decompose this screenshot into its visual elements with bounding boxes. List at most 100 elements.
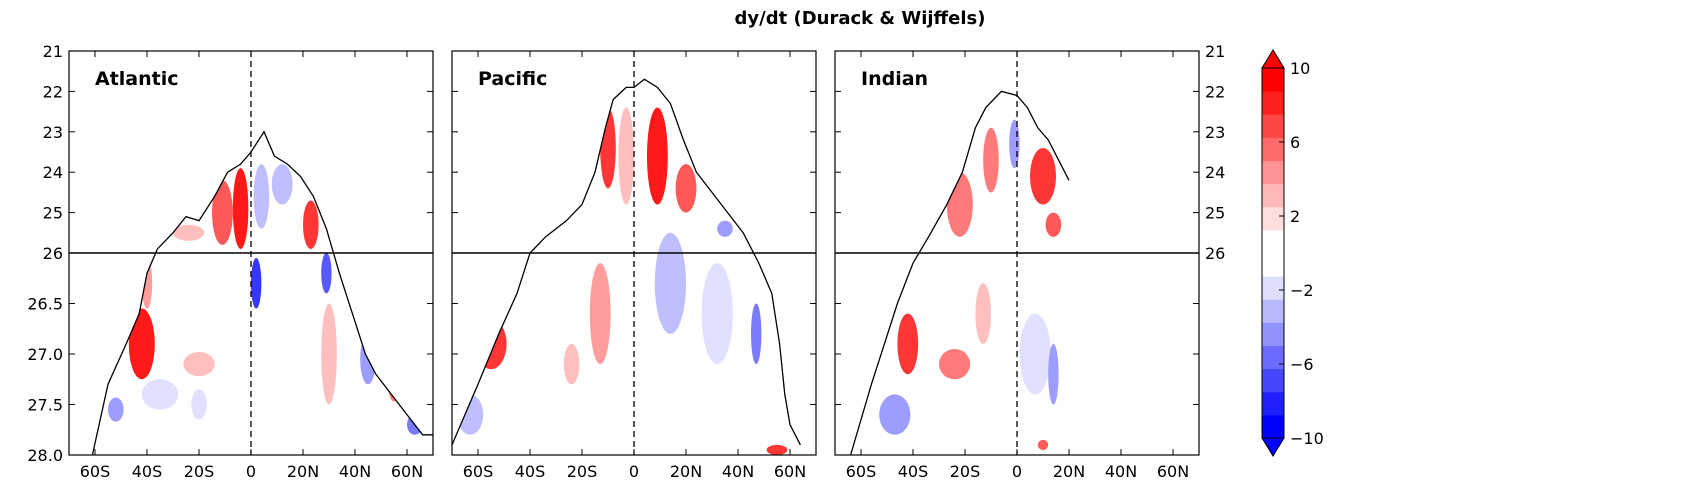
- colorbar-tick-label: 10: [1290, 59, 1310, 78]
- colorbar-segment: [1262, 160, 1284, 185]
- outcrop-line: [91, 130, 433, 456]
- anomaly-patch: [701, 263, 733, 365]
- outcrop-line: [849, 90, 1070, 456]
- colorbar-segment: [1262, 345, 1284, 370]
- y-tick-label: 27.0: [27, 345, 63, 364]
- y-tick-label-right: 24: [1205, 163, 1225, 182]
- anomaly-patch: [321, 253, 332, 294]
- colorbar-max-extend: [1261, 49, 1285, 69]
- x-tick-label: 20S: [184, 462, 215, 481]
- panel-label: Pacific: [478, 68, 547, 90]
- colorbar-tick-label: 2: [1290, 207, 1300, 226]
- colorbar-segment: [1262, 253, 1284, 277]
- y-tick-label: 24: [43, 163, 63, 182]
- x-tick-label: 20S: [567, 462, 598, 481]
- anomaly-patch: [303, 200, 319, 249]
- anomaly-patch: [1030, 147, 1056, 205]
- x-tick-label: 20S: [950, 462, 981, 481]
- anomaly-patch: [946, 172, 973, 237]
- anomaly-patch: [191, 389, 207, 420]
- anomaly-patch: [1037, 439, 1049, 450]
- x-tick-label: 20N: [670, 462, 702, 481]
- anomaly-patch: [897, 313, 919, 375]
- anomaly-patch: [253, 164, 270, 229]
- x-tick-label: 20N: [287, 462, 319, 481]
- anomaly-patch: [173, 224, 205, 241]
- anomaly-patch: [717, 220, 733, 237]
- colorbar-segment: [1262, 368, 1284, 393]
- y-tick-label: 27.5: [27, 396, 63, 415]
- colorbar-tick-label: −10: [1290, 429, 1324, 448]
- panel-indian: Indian 60S 40S 20S 0 20N 40N 60N: [834, 50, 1200, 481]
- anomaly-patch: [232, 168, 249, 249]
- x-tick-label: 60S: [846, 462, 877, 481]
- panel-atlantic: Atlantic 60S 40S 20S 0 20N 40N 60N: [68, 50, 434, 481]
- colorbar-segment: [1262, 414, 1284, 439]
- x-tick-label: 60S: [463, 462, 494, 481]
- x-tick-label: 0: [246, 462, 256, 481]
- colorbar-tick-label: −6: [1290, 355, 1314, 374]
- x-tick-label: 0: [629, 462, 639, 481]
- anomaly-patch: [108, 397, 124, 422]
- anomaly-patch: [128, 308, 155, 380]
- colorbar-segment: [1262, 114, 1284, 138]
- y-tick-label: 26.5: [27, 295, 63, 314]
- anomaly-patch: [589, 263, 611, 365]
- y-tick-label-right: 23: [1205, 123, 1225, 142]
- x-tick-label: 40N: [339, 462, 371, 481]
- y-tick-label-right: 22: [1205, 82, 1225, 101]
- anomaly-patch: [766, 444, 788, 455]
- x-tick-label: 60N: [391, 462, 423, 481]
- colorbar-min-extend: [1261, 437, 1285, 457]
- x-tick-label: 20N: [1053, 462, 1085, 481]
- anomaly-patch: [751, 303, 762, 365]
- x-tick-label: 60N: [1157, 462, 1189, 481]
- y-tick-label: 23: [43, 123, 63, 142]
- y-tick-label: 21: [43, 42, 63, 61]
- x-tick-label: 40N: [1105, 462, 1137, 481]
- x-tick-label: 40S: [898, 462, 929, 481]
- colorbar-segment: [1262, 391, 1284, 416]
- y-tick-label-right: 26: [1205, 244, 1225, 263]
- anomaly-patch: [939, 348, 971, 380]
- colorbar-segment: [1262, 229, 1284, 254]
- x-tick-label: 60S: [80, 462, 111, 481]
- anomaly-patch: [321, 303, 337, 405]
- colorbar-segment: [1262, 322, 1284, 346]
- y-tick-label: 26: [43, 244, 63, 263]
- colorbar-segment: [1262, 299, 1284, 323]
- y-tick-label-right: 21: [1205, 42, 1225, 61]
- anomaly-patch: [1009, 119, 1020, 169]
- colorbar-segment: [1262, 183, 1284, 208]
- anomaly-patch: [251, 258, 262, 309]
- anomaly-patch: [212, 180, 233, 245]
- colorbar-tick-label: −2: [1290, 281, 1314, 300]
- anomaly-patch: [675, 164, 697, 213]
- colorbar-segment: [1262, 91, 1284, 115]
- anomaly-patch: [1045, 212, 1062, 237]
- colorbar-segment: [1262, 68, 1284, 92]
- y-tick-label-right: 25: [1205, 204, 1225, 223]
- colorbar-segment: [1262, 206, 1284, 231]
- y-axis-labels: 21 22 23 24 25 26 26.5 27.0 27.5 28.0 21 22 23 24 25 26: [27, 42, 1225, 465]
- anomaly-patch: [457, 394, 484, 435]
- panel-label: Atlantic: [95, 68, 179, 90]
- y-tick-label: 28.0: [27, 446, 63, 465]
- x-tick-label: 40N: [722, 462, 754, 481]
- colorbar-tick-label: 6: [1290, 133, 1300, 152]
- colorbar-segment: [1262, 137, 1284, 161]
- anomaly-patch: [271, 164, 293, 205]
- x-tick-label: 40S: [515, 462, 546, 481]
- panel-pacific: Pacific 60S 40S 20S 0 20N 40N 60N: [451, 50, 817, 481]
- colorbar: 10 6 2 −2 −6 −10: [1261, 49, 1324, 457]
- anomaly-patch: [654, 232, 687, 334]
- panels: Atlantic 60S 40S 20S 0 20N 40N 60N Pacific 60S 40S…: [27, 42, 1225, 481]
- anomaly-patch: [141, 379, 179, 410]
- x-tick-label: 40S: [132, 462, 163, 481]
- panel-label: Indian: [861, 68, 928, 90]
- colorbar-frame: [1261, 67, 1285, 439]
- anomaly-patch: [975, 283, 991, 344]
- anomaly-patch: [1048, 343, 1059, 405]
- y-tick-label: 25: [43, 204, 63, 223]
